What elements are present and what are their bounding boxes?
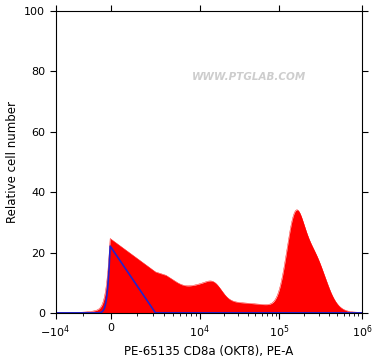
- X-axis label: PE-65135 CD8a (OKT8), PE-A: PE-65135 CD8a (OKT8), PE-A: [124, 345, 293, 359]
- Text: WWW.PTGLAB.COM: WWW.PTGLAB.COM: [192, 72, 306, 83]
- Y-axis label: Relative cell number: Relative cell number: [6, 101, 19, 223]
